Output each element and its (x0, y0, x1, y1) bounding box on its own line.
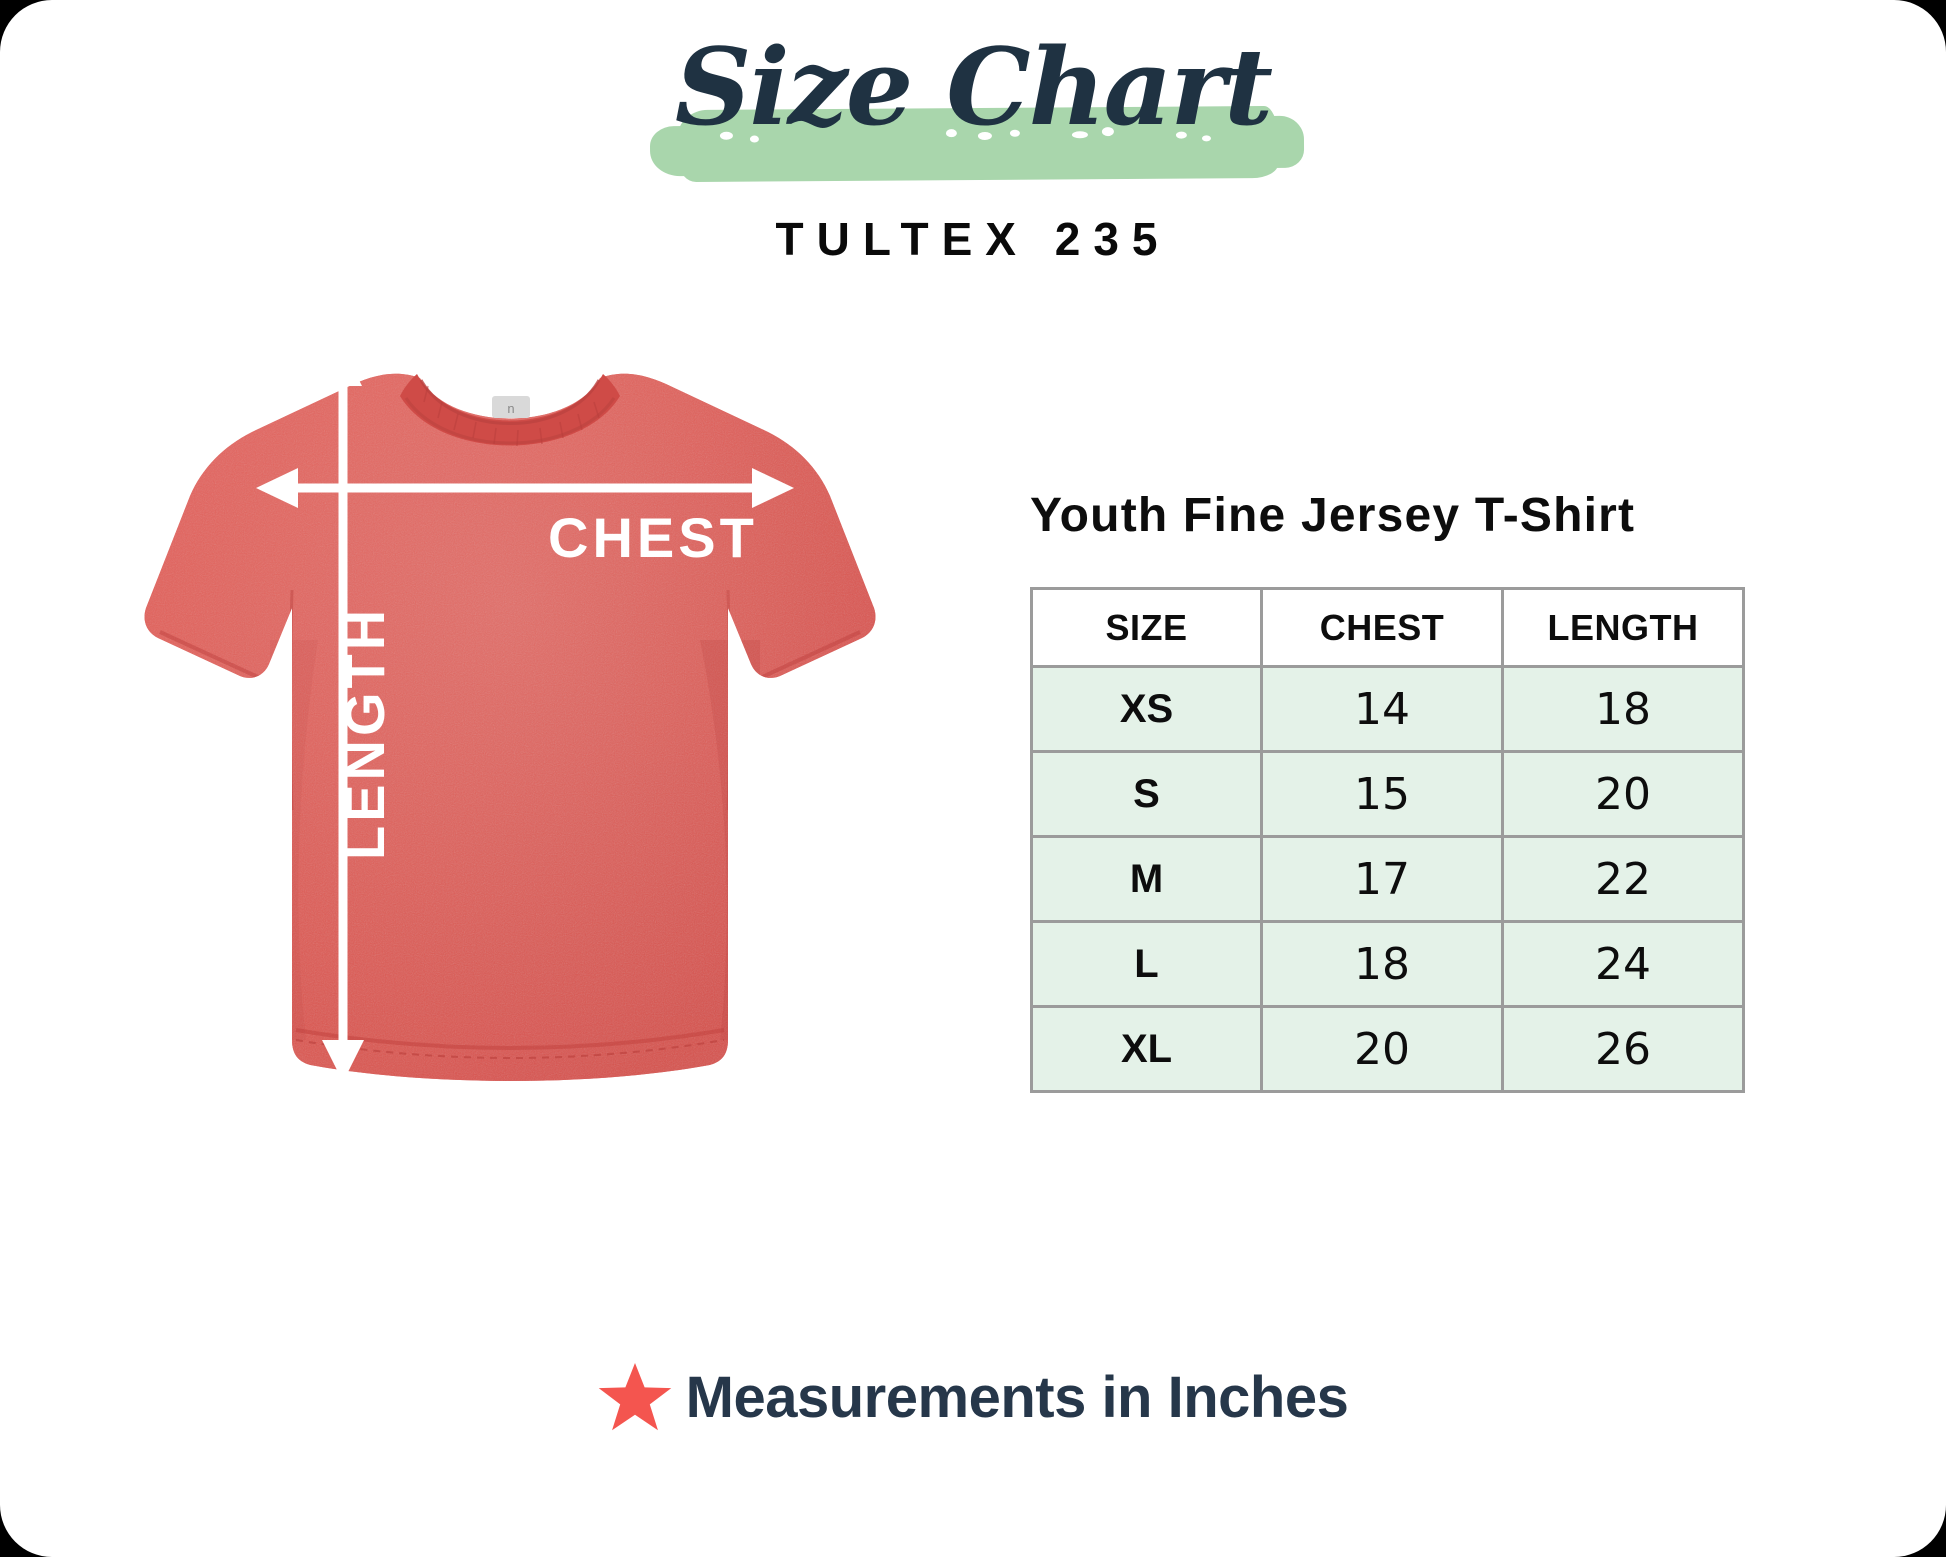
column-header-size: SIZE (1030, 587, 1263, 668)
cell-length: 24 (1501, 920, 1745, 1008)
header: Size Chart TULTEX 235 (0, 0, 1946, 280)
cell-length: 22 (1501, 835, 1745, 923)
cell-length: 18 (1501, 665, 1745, 753)
cell-length: 20 (1501, 750, 1745, 838)
column-header-length: LENGTH (1501, 587, 1745, 668)
footer-text: Measurements in Inches (685, 1364, 1349, 1430)
cell-size: L (1030, 920, 1263, 1008)
table-row: XL 20 26 (1030, 1005, 1745, 1093)
page-title: Size Chart (674, 24, 1273, 149)
table-row: S 15 20 (1030, 750, 1745, 838)
size-table: SIZE CHEST LENGTH XS 14 18 S 15 20 M (1030, 587, 1745, 1093)
cell-chest: 20 (1260, 1005, 1504, 1093)
product-code-subtitle: TULTEX 235 (775, 213, 1171, 265)
column-header-chest: CHEST (1260, 587, 1504, 668)
table-row: M 17 22 (1030, 835, 1745, 923)
cell-size: XS (1030, 665, 1263, 753)
footer-note: Measurements in Inches (0, 1360, 1946, 1434)
cell-chest: 15 (1260, 750, 1504, 838)
length-measurement-label: LENGTH (333, 605, 396, 860)
table-header-row: SIZE CHEST LENGTH (1030, 587, 1745, 668)
cell-length: 26 (1501, 1005, 1745, 1093)
cell-chest: 18 (1260, 920, 1504, 1008)
table-title: Youth Fine Jersey T-Shirt (1030, 489, 1636, 542)
star-icon (598, 1362, 671, 1431)
table-row: L 18 24 (1030, 920, 1745, 1008)
svg-text:n: n (507, 401, 514, 416)
cell-chest: 14 (1260, 665, 1504, 753)
tshirt-graphic: n (144, 373, 876, 1082)
cell-size: M (1030, 835, 1263, 923)
cell-chest: 17 (1260, 835, 1504, 923)
table-row: XS 14 18 (1030, 665, 1745, 753)
size-table-block: Youth Fine Jersey T-Shirt SIZE CHEST LEN… (1030, 488, 1770, 1093)
tshirt-illustration: n CHEST LENGTH (140, 340, 880, 1220)
cell-size: S (1030, 750, 1263, 838)
cell-size: XL (1030, 1005, 1263, 1093)
chest-measurement-label: CHEST (548, 506, 758, 569)
